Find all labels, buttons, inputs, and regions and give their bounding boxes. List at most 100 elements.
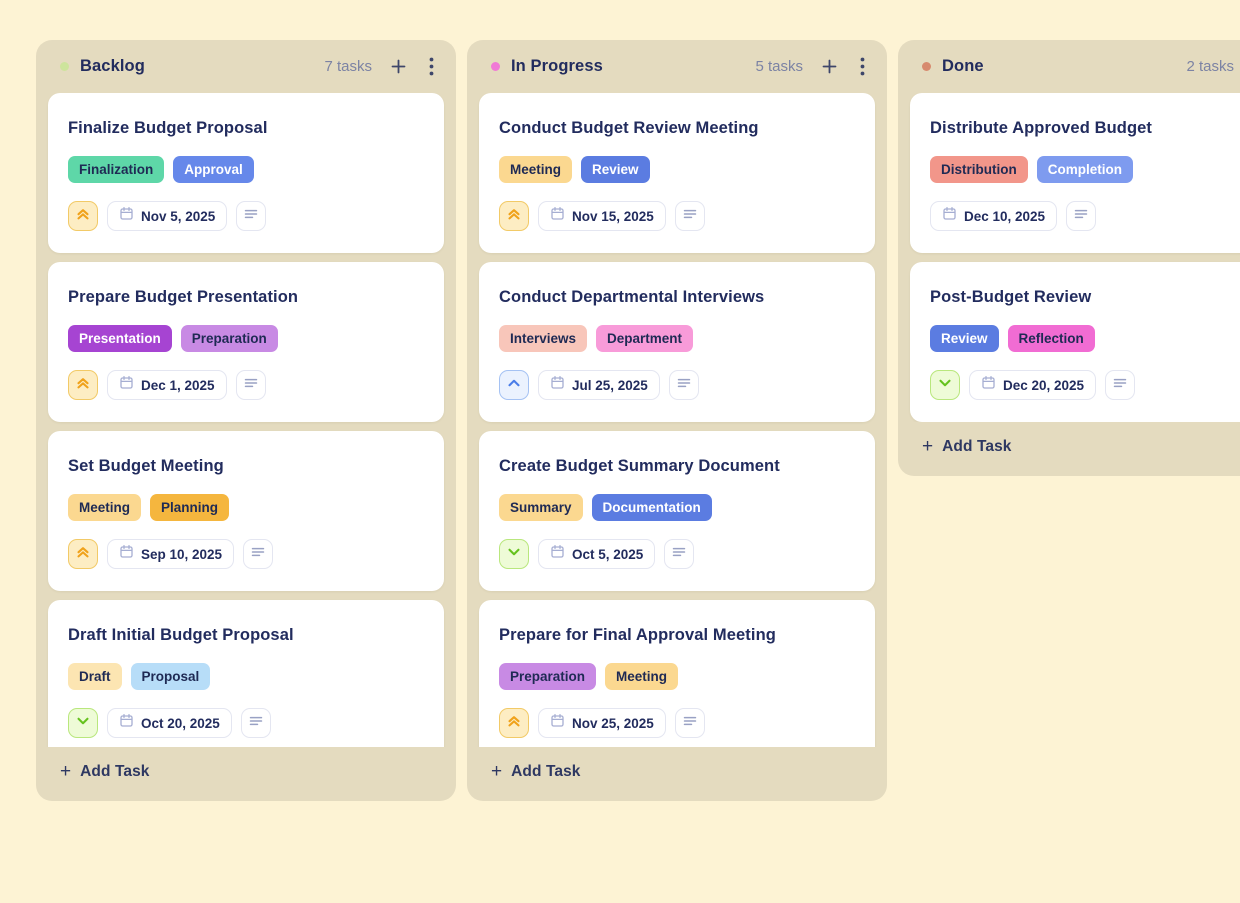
- description-chip: [1105, 370, 1136, 400]
- tag: Review: [930, 325, 999, 352]
- description-chip: [674, 201, 705, 231]
- tag: Presentation: [68, 325, 172, 352]
- text-lines-icon: [251, 545, 265, 563]
- tag-list: Interviews Department: [499, 325, 855, 352]
- task-title: Set Budget Meeting: [68, 457, 224, 475]
- card-list: Conduct Budget Review Meeting Meeting Rev…: [467, 93, 887, 747]
- tag: Review: [581, 156, 650, 183]
- due-date-label: Nov 25, 2025: [572, 715, 654, 731]
- tag-list: Preparation Meeting: [499, 663, 855, 690]
- column-status-dot: [922, 62, 931, 71]
- task-card[interactable]: Conduct Departmental Interviews Intervie…: [479, 262, 875, 422]
- chevron-down-icon: [506, 544, 522, 565]
- priority-badge-high: [68, 370, 98, 400]
- due-date-chip: Jul 25, 2025: [538, 370, 660, 400]
- task-title: Prepare for Final Approval Meeting: [499, 626, 776, 644]
- add-task-button[interactable]: + Add Task: [36, 747, 456, 801]
- priority-badge-high: [68, 201, 98, 231]
- due-date-chip: Sep 10, 2025: [107, 539, 235, 569]
- task-title: Prepare Budget Presentation: [68, 288, 299, 306]
- kanban-board: Backlog 7 tasks Finalize Budget Proposal…: [36, 40, 1240, 801]
- column-menu-button[interactable]: [425, 53, 438, 80]
- column-title: In Progress: [511, 57, 603, 75]
- add-task-icon-button[interactable]: [386, 54, 411, 79]
- description-chip: [674, 708, 705, 738]
- chevrons-up-icon: [75, 544, 91, 565]
- tag: Preparation: [499, 663, 597, 690]
- add-task-button[interactable]: + Add Task: [898, 422, 1240, 476]
- task-title: Finalize Budget Proposal: [68, 119, 268, 137]
- task-card[interactable]: Conduct Budget Review Meeting Meeting Rev…: [479, 93, 875, 253]
- text-lines-icon: [249, 714, 263, 732]
- priority-badge-medium: [499, 370, 529, 400]
- calendar-icon: [119, 713, 134, 733]
- task-meta: Dec 1, 2025: [68, 370, 424, 400]
- due-date-chip: Nov 5, 2025: [107, 201, 228, 231]
- calendar-icon: [119, 375, 134, 395]
- task-card[interactable]: Prepare Budget Presentation Presentation…: [48, 262, 444, 422]
- due-date-label: Dec 10, 2025: [964, 208, 1046, 224]
- task-meta: Jul 25, 2025: [499, 370, 855, 400]
- kebab-menu-icon: [429, 57, 434, 76]
- task-meta: Dec 10, 2025: [930, 201, 1240, 231]
- tag-list: Review Reflection: [930, 325, 1240, 352]
- due-date-chip: Oct 20, 2025: [107, 708, 232, 738]
- add-task-label: Add Task: [511, 763, 581, 780]
- tag-list: Meeting Review: [499, 156, 855, 183]
- task-meta: Oct 5, 2025: [499, 539, 855, 569]
- tag: Preparation: [180, 325, 278, 352]
- description-chip: [664, 539, 695, 569]
- due-date-label: Oct 5, 2025: [572, 546, 644, 562]
- task-meta: Oct 20, 2025: [68, 708, 424, 738]
- add-task-button[interactable]: + Add Task: [467, 747, 887, 801]
- task-card[interactable]: Set Budget Meeting Meeting Planning Sep 1…: [48, 431, 444, 591]
- chevrons-up-icon: [75, 206, 91, 227]
- description-chip: [1066, 201, 1097, 231]
- plus-icon: [390, 58, 407, 75]
- column-menu-button[interactable]: [856, 53, 869, 80]
- chevron-down-icon: [75, 713, 91, 734]
- description-chip: [236, 201, 267, 231]
- task-title: Distribute Approved Budget: [930, 119, 1152, 137]
- calendar-icon: [550, 544, 565, 564]
- task-card[interactable]: Prepare for Final Approval Meeting Prepa…: [479, 600, 875, 747]
- tag: Completion: [1036, 156, 1133, 183]
- calendar-icon: [942, 206, 957, 226]
- tag-list: Draft Proposal: [68, 663, 424, 690]
- chevrons-up-icon: [506, 206, 522, 227]
- task-card[interactable]: Distribute Approved Budget Distribution C…: [910, 93, 1240, 253]
- tag: Meeting: [499, 156, 573, 183]
- text-lines-icon: [1113, 376, 1127, 394]
- tag: Summary: [499, 494, 583, 521]
- text-lines-icon: [677, 376, 691, 394]
- column-header: Backlog 7 tasks: [36, 40, 456, 93]
- tag-list: Presentation Preparation: [68, 325, 424, 352]
- column-title: Done: [942, 57, 984, 75]
- tag: Meeting: [68, 494, 142, 521]
- text-lines-icon: [683, 207, 697, 225]
- task-card[interactable]: Finalize Budget Proposal Finalization App…: [48, 93, 444, 253]
- tag: Proposal: [130, 663, 211, 690]
- task-title: Conduct Departmental Interviews: [499, 288, 765, 306]
- tag: Planning: [150, 494, 230, 521]
- calendar-icon: [119, 206, 134, 226]
- due-date-chip: Nov 25, 2025: [538, 708, 666, 738]
- task-card[interactable]: Draft Initial Budget Proposal Draft Propo…: [48, 600, 444, 747]
- column-task-count: 7 tasks: [324, 58, 372, 75]
- due-date-label: Nov 5, 2025: [141, 208, 216, 224]
- card-list: Distribute Approved Budget Distribution C…: [898, 93, 1240, 422]
- task-meta: Nov 5, 2025: [68, 201, 424, 231]
- task-title: Create Budget Summary Document: [499, 457, 780, 475]
- task-card[interactable]: Post-Budget Review Review Reflection Dec …: [910, 262, 1240, 422]
- calendar-icon: [981, 375, 996, 395]
- plus-icon: +: [491, 761, 503, 782]
- text-lines-icon: [672, 545, 686, 563]
- tag: Distribution: [930, 156, 1028, 183]
- description-chip: [243, 539, 274, 569]
- priority-badge-low: [499, 539, 529, 569]
- task-card[interactable]: Create Budget Summary Document Summary Do…: [479, 431, 875, 591]
- text-lines-icon: [244, 376, 258, 394]
- task-meta: Sep 10, 2025: [68, 539, 424, 569]
- add-task-icon-button[interactable]: [817, 54, 842, 79]
- chevrons-up-icon: [75, 375, 91, 396]
